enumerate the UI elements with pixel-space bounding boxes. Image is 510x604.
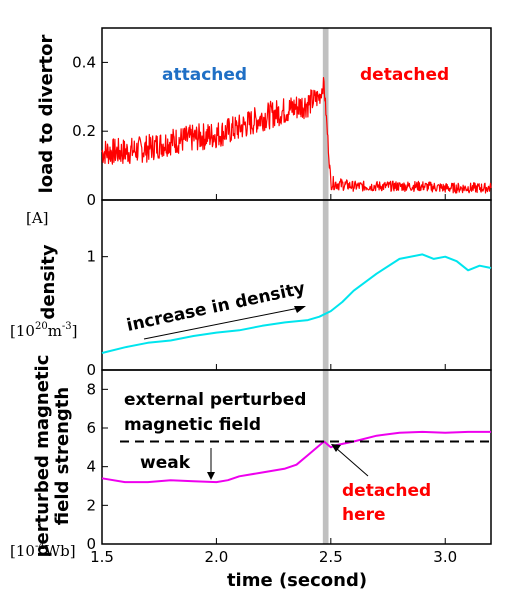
annotation-attached: attached	[162, 65, 247, 85]
xtick-label: 2.5	[319, 548, 343, 566]
ytick-label: 0.2	[72, 122, 96, 140]
annotation-detached-here-line1: detached	[342, 481, 431, 501]
annotation-external-line1: external perturbed	[124, 390, 306, 410]
annotation-detached: detached	[360, 65, 449, 85]
unit-density-prefix: [10	[10, 322, 35, 340]
series-line-2	[101, 430, 491, 484]
arrow-increase-density	[143, 306, 305, 340]
unit-density-exp1: 20	[35, 321, 48, 332]
arrow-detached-here	[335, 447, 369, 477]
ylabel-density: density	[38, 244, 59, 319]
ytick-label: 4	[86, 458, 96, 476]
ylabel-magnetic-line2: field strength	[52, 387, 73, 525]
xtick-label: 1.5	[90, 548, 114, 566]
annotation-external-line2: magnetic field	[124, 415, 261, 435]
panel-frame-magnetic	[101, 369, 492, 545]
ylabel-magnetic-line1: perturbed magnetic	[32, 355, 53, 558]
unit-magnetic: [10-4Wb]	[10, 541, 76, 560]
ytick-label: 8	[86, 380, 96, 398]
axis-ticks: 0 0.2 0.4 0 1 0 2 4 6 8 1.5 2.0 2.5 3.0	[72, 53, 457, 566]
series-line-1	[101, 253, 492, 354]
unit-density-suffix: ]	[72, 322, 78, 340]
annotation-detached-here-line2: here	[342, 505, 386, 525]
transition-band	[322, 28, 329, 544]
ytick-label: 0	[86, 191, 96, 209]
series-lines	[101, 76, 492, 484]
arrow-increase-density-head	[294, 306, 306, 313]
unit-density: [1020m-3]	[10, 321, 78, 340]
ytick-label: 1	[86, 248, 96, 266]
unit-load: [A]	[26, 209, 49, 227]
arrow-detached-here-head	[331, 444, 341, 452]
unit-magnetic-prefix: [10	[10, 542, 35, 560]
xtick-label: 2.0	[204, 548, 228, 566]
unit-magnetic-suffix: Wb]	[45, 542, 76, 560]
ytick-label: 0	[86, 535, 96, 553]
ytick-label: 6	[86, 419, 96, 437]
xtick-label: 3.0	[433, 548, 457, 566]
unit-density-mid: m	[48, 322, 62, 340]
series-line-0	[101, 76, 492, 194]
ytick-label: 0.4	[72, 53, 96, 71]
ytick-label: 2	[86, 496, 96, 514]
unit-magnetic-exp: -4	[35, 541, 45, 552]
ytick-label: 0	[86, 361, 96, 379]
annotation-weak: weak	[140, 453, 191, 473]
unit-density-exp2: -3	[62, 321, 72, 332]
xlabel: time (second)	[227, 570, 367, 591]
arrow-weak-head	[207, 472, 215, 480]
ylabel-load: load to divertor	[36, 34, 57, 193]
annotation-increase-density: increase in density	[125, 279, 307, 336]
